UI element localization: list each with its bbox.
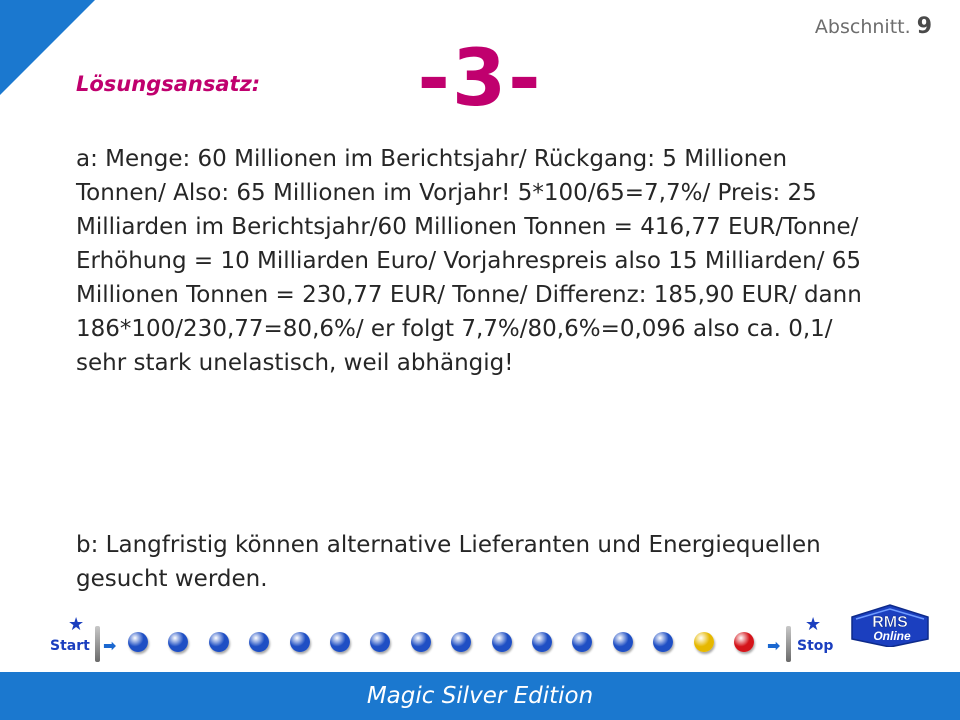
start-bar-icon: [95, 626, 100, 662]
stop-bar-icon: [786, 626, 791, 662]
start-arrow-icon[interactable]: ➡: [103, 636, 117, 655]
answer-part-a: a: Menge: 60 Millionen im Berichtsjahr/ …: [76, 146, 862, 376]
navigation-bar: ★ Start ➡ ➡ ★ Stop: [0, 600, 960, 668]
stop-arrow-icon[interactable]: ➡: [767, 636, 781, 655]
progress-dot[interactable]: [572, 632, 593, 652]
stop-star-icon: ★: [805, 614, 822, 635]
section-indicator: Abschnitt. 9: [815, 14, 932, 39]
footer-banner: Magic Silver Edition: [0, 672, 960, 720]
svg-text:RMS: RMS: [872, 614, 908, 631]
progress-dot[interactable]: [734, 632, 754, 652]
progress-dot[interactable]: [612, 632, 633, 652]
progress-dot[interactable]: [451, 632, 472, 652]
slide-number: -3-: [417, 34, 543, 124]
progress-dot[interactable]: [168, 632, 189, 652]
progress-dot[interactable]: [128, 632, 148, 652]
svg-text:Online: Online: [873, 629, 911, 643]
progress-dot[interactable]: [410, 632, 431, 652]
progress-dot[interactable]: [370, 632, 391, 652]
answer-part-b: b: Langfristig können alternative Liefer…: [76, 532, 821, 592]
stop-button[interactable]: Stop: [797, 638, 834, 654]
progress-dot[interactable]: [491, 632, 512, 652]
progress-dot[interactable]: [249, 632, 270, 652]
progress-dot[interactable]: [532, 632, 552, 652]
progress-dot[interactable]: [289, 632, 310, 652]
section-number: 9: [916, 14, 932, 39]
section-label: Abschnitt.: [814, 16, 911, 38]
corner-decoration: [0, 0, 95, 95]
rms-online-logo: RMS Online: [851, 604, 929, 647]
start-button[interactable]: Start: [50, 638, 90, 654]
progress-dot[interactable]: [693, 632, 714, 652]
solution-heading: Lösungsansatz:: [76, 72, 261, 96]
progress-dot[interactable]: [330, 632, 350, 652]
progress-dot[interactable]: [653, 632, 674, 652]
progress-dot[interactable]: [208, 632, 229, 652]
start-star-icon: ★: [68, 614, 85, 635]
